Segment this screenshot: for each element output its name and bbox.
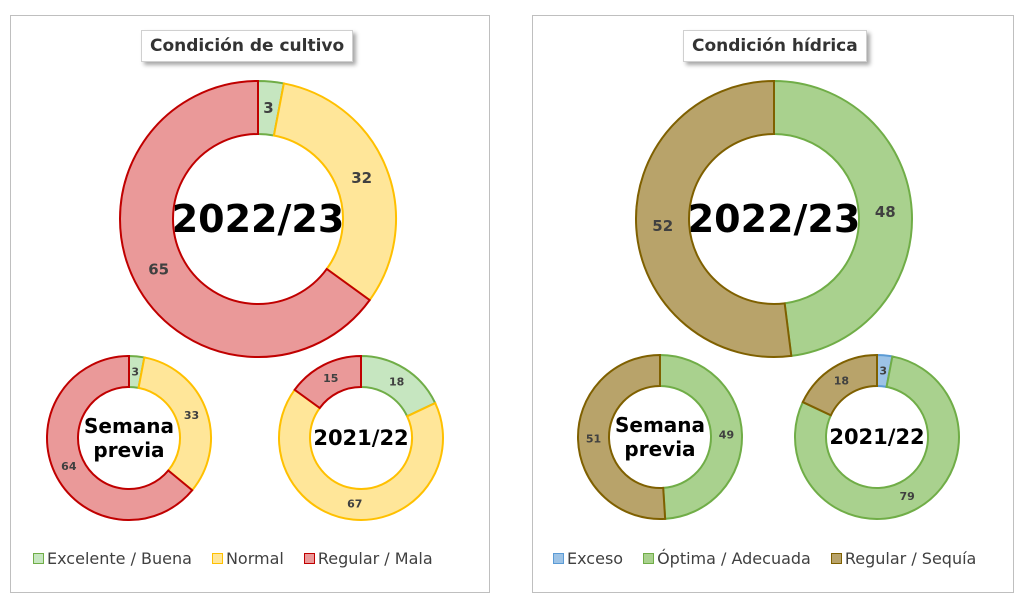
legend-label: Regular / Mala: [317, 549, 433, 568]
legend-item: Normal: [211, 549, 284, 568]
slice-value-label: 18: [834, 374, 849, 387]
crop-condition-panel: Condición de cultivo 3 32 65 2022/23 3 33 64 Se…: [10, 15, 490, 593]
legend-swatch: [211, 553, 223, 564]
donut-slice: [773, 79, 913, 358]
donut-slice: [577, 353, 667, 520]
legend-label: Exceso: [567, 549, 624, 568]
legend-label: Regular / Sequía: [844, 549, 977, 568]
legend-item: Excelente / Buena: [33, 549, 192, 568]
legend-swatch: [830, 553, 842, 564]
slice-value-label: 18: [389, 375, 404, 388]
legend-label: Óptima / Adecuada: [657, 549, 811, 568]
donut-slice: [46, 354, 194, 521]
donut-slice: [119, 79, 372, 358]
water-condition-donuts: -48522022/23-4951Semanaprevia379182021/2…: [577, 79, 960, 520]
donut-slice: [801, 353, 878, 417]
donut-center-label: Semana: [615, 413, 705, 437]
water-condition-legend: Exceso Óptima / Adecuada Regular / Sequía: [553, 549, 996, 568]
legend-swatch: [643, 553, 655, 564]
slice-value-label: 49: [719, 428, 734, 441]
donut-center-label: previa: [624, 437, 695, 461]
donut-slice: [794, 355, 960, 520]
slice-value-label: 15: [323, 372, 338, 385]
donut-chart: 3 32 65 2022/23: [119, 79, 397, 358]
donut-center-label: 2021/22: [829, 425, 924, 449]
slice-value-label: 52: [652, 217, 673, 235]
donut-center-label: 2021/22: [313, 426, 408, 450]
crop-condition-title: Condición de cultivo: [141, 30, 354, 62]
slice-value-label: 3: [879, 364, 887, 377]
slice-value-label: 79: [900, 490, 915, 503]
donut-slice: [635, 79, 793, 358]
legend-swatch: [553, 553, 564, 564]
legend-label: Excelente / Buena: [47, 549, 192, 568]
donut-slice: [278, 388, 444, 521]
legend-item: Exceso: [553, 549, 623, 568]
slice-value-label: 51: [586, 433, 601, 446]
slice-value-label: 65: [148, 261, 169, 279]
donut-slice: [659, 353, 743, 520]
donut-slice: [272, 82, 397, 302]
slice-value-label: 3: [263, 99, 273, 117]
donut-chart: 3 79 18 2021/22: [794, 353, 960, 520]
legend-label: Normal: [225, 549, 284, 568]
crop-condition-donuts: 332652022/2333364Semanaprevia1867152021/…: [46, 79, 444, 521]
legend-swatch: [33, 553, 44, 564]
slice-value-label: 64: [61, 460, 77, 473]
slice-value-label: 67: [347, 498, 362, 511]
donut-center-label: Semana: [84, 414, 174, 438]
slice-value-label: 48: [875, 203, 896, 221]
slice-value-label: 32: [351, 169, 372, 187]
slice-value-label: 33: [184, 409, 199, 422]
legend-item: Regular / Mala: [303, 549, 433, 568]
water-condition-title: Condición hídrica: [683, 30, 867, 62]
legend-item: Óptima / Adecuada: [643, 549, 811, 568]
donut-slice: [137, 356, 212, 492]
donut-center-label: 2022/23: [688, 197, 861, 241]
donut-chart: 18 67 15 2021/22: [278, 354, 444, 521]
slice-value-label: 3: [131, 365, 139, 378]
donut-center-label: previa: [93, 438, 164, 462]
legend-item: Regular / Sequía: [830, 549, 977, 568]
donut-slice: [293, 354, 362, 410]
water-condition-panel: Condición hídrica -48522022/23-4951Seman…: [532, 15, 1014, 593]
crop-condition-legend: Excelente / Buena Normal Regular / Mala: [33, 549, 453, 568]
legend-swatch: [303, 553, 315, 564]
donut-center-label: 2022/23: [172, 197, 345, 241]
